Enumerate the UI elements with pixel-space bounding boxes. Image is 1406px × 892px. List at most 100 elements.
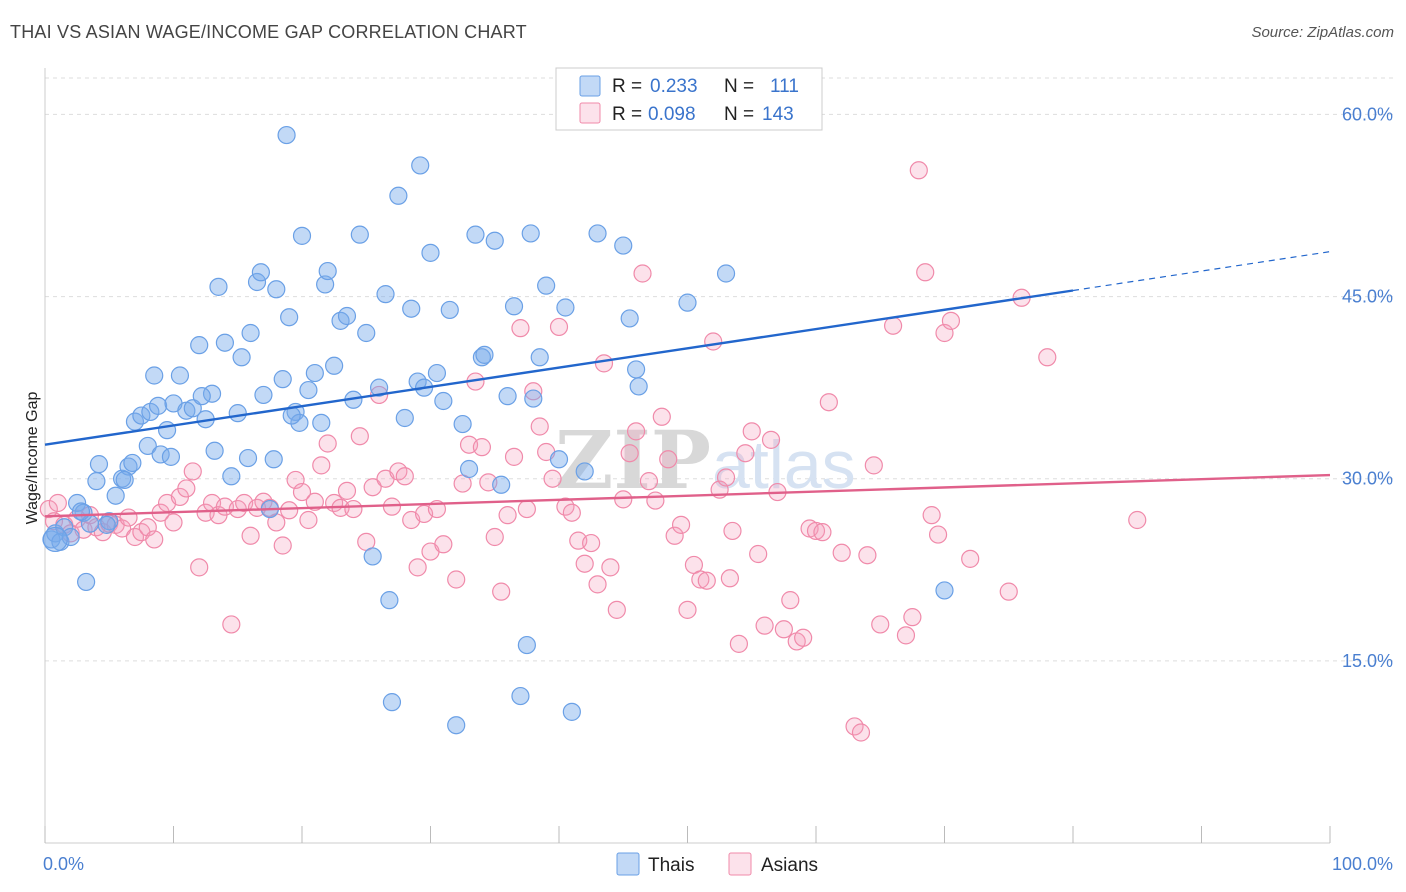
- asians-point-40: [292, 482, 312, 502]
- asians-point-2: [48, 493, 67, 513]
- y-axis-label: Wage/Income Gap: [24, 392, 41, 525]
- thais-point-60: [350, 225, 369, 244]
- y-tick-label-15: 15.0%: [1342, 651, 1393, 671]
- thais-point-99: [626, 360, 646, 379]
- thais-point-85: [504, 297, 524, 316]
- thais-point-90: [530, 348, 549, 367]
- thais-point-15: [123, 453, 142, 473]
- asians-trend-line: [44, 473, 1331, 518]
- thais-point-31: [205, 441, 224, 460]
- asians-point-99: [678, 600, 697, 619]
- thais-point-35: [228, 404, 247, 423]
- thais-point-100: [629, 377, 648, 396]
- asians-point-32: [241, 526, 260, 545]
- thais-point-105: [97, 515, 116, 534]
- asians-point-78: [543, 469, 562, 488]
- asians-point-130: [903, 608, 922, 627]
- asians-point-75: [524, 382, 543, 401]
- asians-point-141: [1128, 510, 1147, 530]
- thais-point-65: [380, 591, 399, 610]
- asians-point-117: [794, 628, 813, 647]
- thais-point-44: [267, 280, 286, 299]
- asians-point-101: [691, 570, 710, 589]
- thais-point-41: [254, 385, 273, 405]
- asians-point-109: [742, 422, 761, 441]
- thais-point-21: [148, 396, 168, 415]
- chart-title: THAI VS ASIAN WAGE/INCOME GAP CORRELATIO…: [10, 22, 527, 42]
- x-tick-label-0: 0.0%: [43, 854, 84, 874]
- asians-point-63: [447, 570, 466, 589]
- asians-point-72: [504, 447, 524, 466]
- thais-point-53: [312, 413, 331, 432]
- asians-point-24: [190, 558, 209, 577]
- thais-point-64: [376, 285, 395, 304]
- asians-point-131: [909, 161, 928, 180]
- thais-point-84: [498, 387, 517, 406]
- thais-point-4: [61, 527, 80, 547]
- thais-point-79: [466, 225, 485, 244]
- thais-point-28: [190, 336, 209, 355]
- asians-point-91: [626, 422, 646, 441]
- thais-point-37: [238, 448, 258, 468]
- asians-point-115: [781, 591, 800, 610]
- asians-point-132: [916, 263, 935, 282]
- asians-point-83: [575, 554, 594, 573]
- asians-point-88: [607, 600, 626, 619]
- asians-point-121: [819, 393, 838, 412]
- asians-point-142: [720, 569, 740, 588]
- thais-point-9: [87, 472, 106, 491]
- bottom-legend-asians: Asians: [761, 855, 818, 876]
- asians-point-124: [851, 723, 871, 742]
- asians-point-119: [806, 521, 826, 541]
- thais-point-cluster: [42, 526, 68, 553]
- thais-point-5: [68, 493, 87, 513]
- legend-swatch-thais: [579, 75, 601, 97]
- thais-point-72: [421, 243, 440, 262]
- thais-point-23: [157, 421, 177, 440]
- tick-labels: 15.0% 30.0% 45.0% 60.0% 0.0% 100.0%: [43, 104, 1393, 874]
- thais-point-96: [588, 224, 607, 243]
- asians-point-37: [273, 536, 292, 555]
- thais-point-102: [716, 264, 736, 283]
- grid-lines: [45, 77, 1395, 662]
- bottom-legend: Thais Asians: [616, 852, 818, 876]
- thais-point-89: [524, 389, 543, 408]
- asians-point-128: [883, 316, 903, 335]
- thais-point-25: [170, 366, 190, 385]
- thais-point-18: [138, 436, 157, 456]
- thais-point-51: [299, 380, 318, 400]
- bottom-legend-swatch-asians: [728, 852, 752, 876]
- asians-point-136: [941, 311, 961, 330]
- thais-point-98: [620, 309, 639, 328]
- thais-point-74: [434, 391, 453, 411]
- legend: R = 0.233 N = 111 R = 0.098 N = 143: [555, 67, 823, 131]
- asians-point-62: [434, 535, 453, 554]
- thais-point-83: [492, 475, 511, 494]
- asians-point-129: [896, 626, 916, 645]
- asians-point-22: [177, 479, 196, 498]
- asians-point-106: [723, 521, 742, 541]
- asians-point-70: [492, 582, 511, 601]
- thais-point-12: [106, 486, 125, 505]
- thais-point-61: [357, 323, 376, 343]
- thais-point-56: [325, 356, 344, 375]
- asians-point-71: [498, 506, 517, 525]
- legend-r-value-thais: 0.233: [650, 76, 698, 97]
- asians-point-54: [382, 497, 402, 516]
- asians-point-96: [659, 450, 678, 469]
- thais-point-52: [305, 363, 324, 383]
- asians-point-67: [472, 438, 491, 457]
- thais-point-78: [459, 459, 479, 479]
- thais-point-95: [575, 462, 594, 481]
- thais-point-77: [453, 414, 472, 434]
- asians-point-58: [408, 558, 427, 577]
- thais-point-17: [132, 406, 151, 425]
- asians-point-73: [511, 319, 530, 338]
- thais-point-108: [192, 387, 211, 406]
- asians-point-41: [299, 510, 318, 530]
- thais-point-92: [549, 450, 569, 469]
- asians-point-93: [639, 472, 659, 491]
- thais-point-54: [316, 275, 335, 294]
- thais-point-82: [485, 231, 504, 250]
